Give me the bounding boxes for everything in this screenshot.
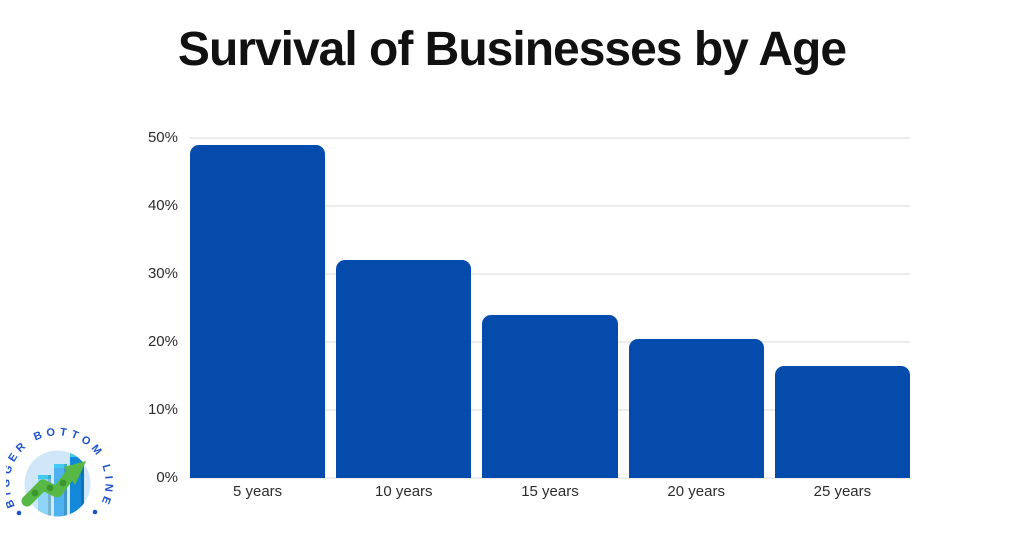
y-axis-labels: 0% 10% 20% 30% 40% 50%	[0, 129, 178, 486]
growth-arrow-icon	[21, 461, 86, 507]
gridline-40%	[190, 205, 910, 207]
gridline-30%	[190, 273, 910, 275]
y-tick-label: 50%	[147, 129, 178, 146]
y-tick-label: 0%	[156, 469, 178, 486]
bar-15-years	[482, 314, 618, 478]
bigger-bottom-line-logo: BIGGER BOTTOM LINE	[6, 426, 111, 517]
bar-25-years	[774, 366, 910, 478]
logo-dot-right	[92, 509, 98, 515]
logo-bar-shade	[81, 453, 84, 517]
gridline-0%	[190, 477, 910, 479]
x-tick-label: 5 years	[232, 483, 283, 500]
plot-area	[190, 137, 910, 479]
bar-10-years	[336, 260, 472, 478]
arrow-head	[64, 461, 86, 485]
logo-bar-shade	[48, 475, 51, 517]
bar-5-years	[190, 144, 326, 478]
logo-bar-mid-top	[54, 464, 67, 468]
x-axis-labels: 5 years 10 years 15 years 20 years 25 years	[190, 482, 910, 504]
gridline-50%	[190, 137, 910, 139]
logo-bar-shade	[64, 464, 67, 517]
x-tick-label: 15 years	[521, 483, 579, 500]
x-tick-label: 20 years	[667, 483, 725, 500]
dollar-dot	[59, 479, 67, 487]
logo-bar-tall-top	[70, 453, 84, 457]
chart-title: Survival of Businesses by Age	[177, 23, 847, 76]
y-tick-label: 10%	[147, 401, 178, 418]
dollar-dot	[46, 484, 54, 492]
x-tick-label: 25 years	[813, 483, 872, 500]
logo-dot-left	[16, 510, 22, 516]
dollar-dot	[31, 489, 39, 497]
bar-20-years	[628, 338, 764, 478]
y-tick-label: 40%	[147, 197, 178, 214]
y-tick-label: 30%	[147, 265, 178, 282]
logo-bar-short-top	[38, 475, 51, 479]
y-tick-label: 20%	[147, 333, 178, 350]
x-tick-label: 10 years	[375, 483, 433, 500]
